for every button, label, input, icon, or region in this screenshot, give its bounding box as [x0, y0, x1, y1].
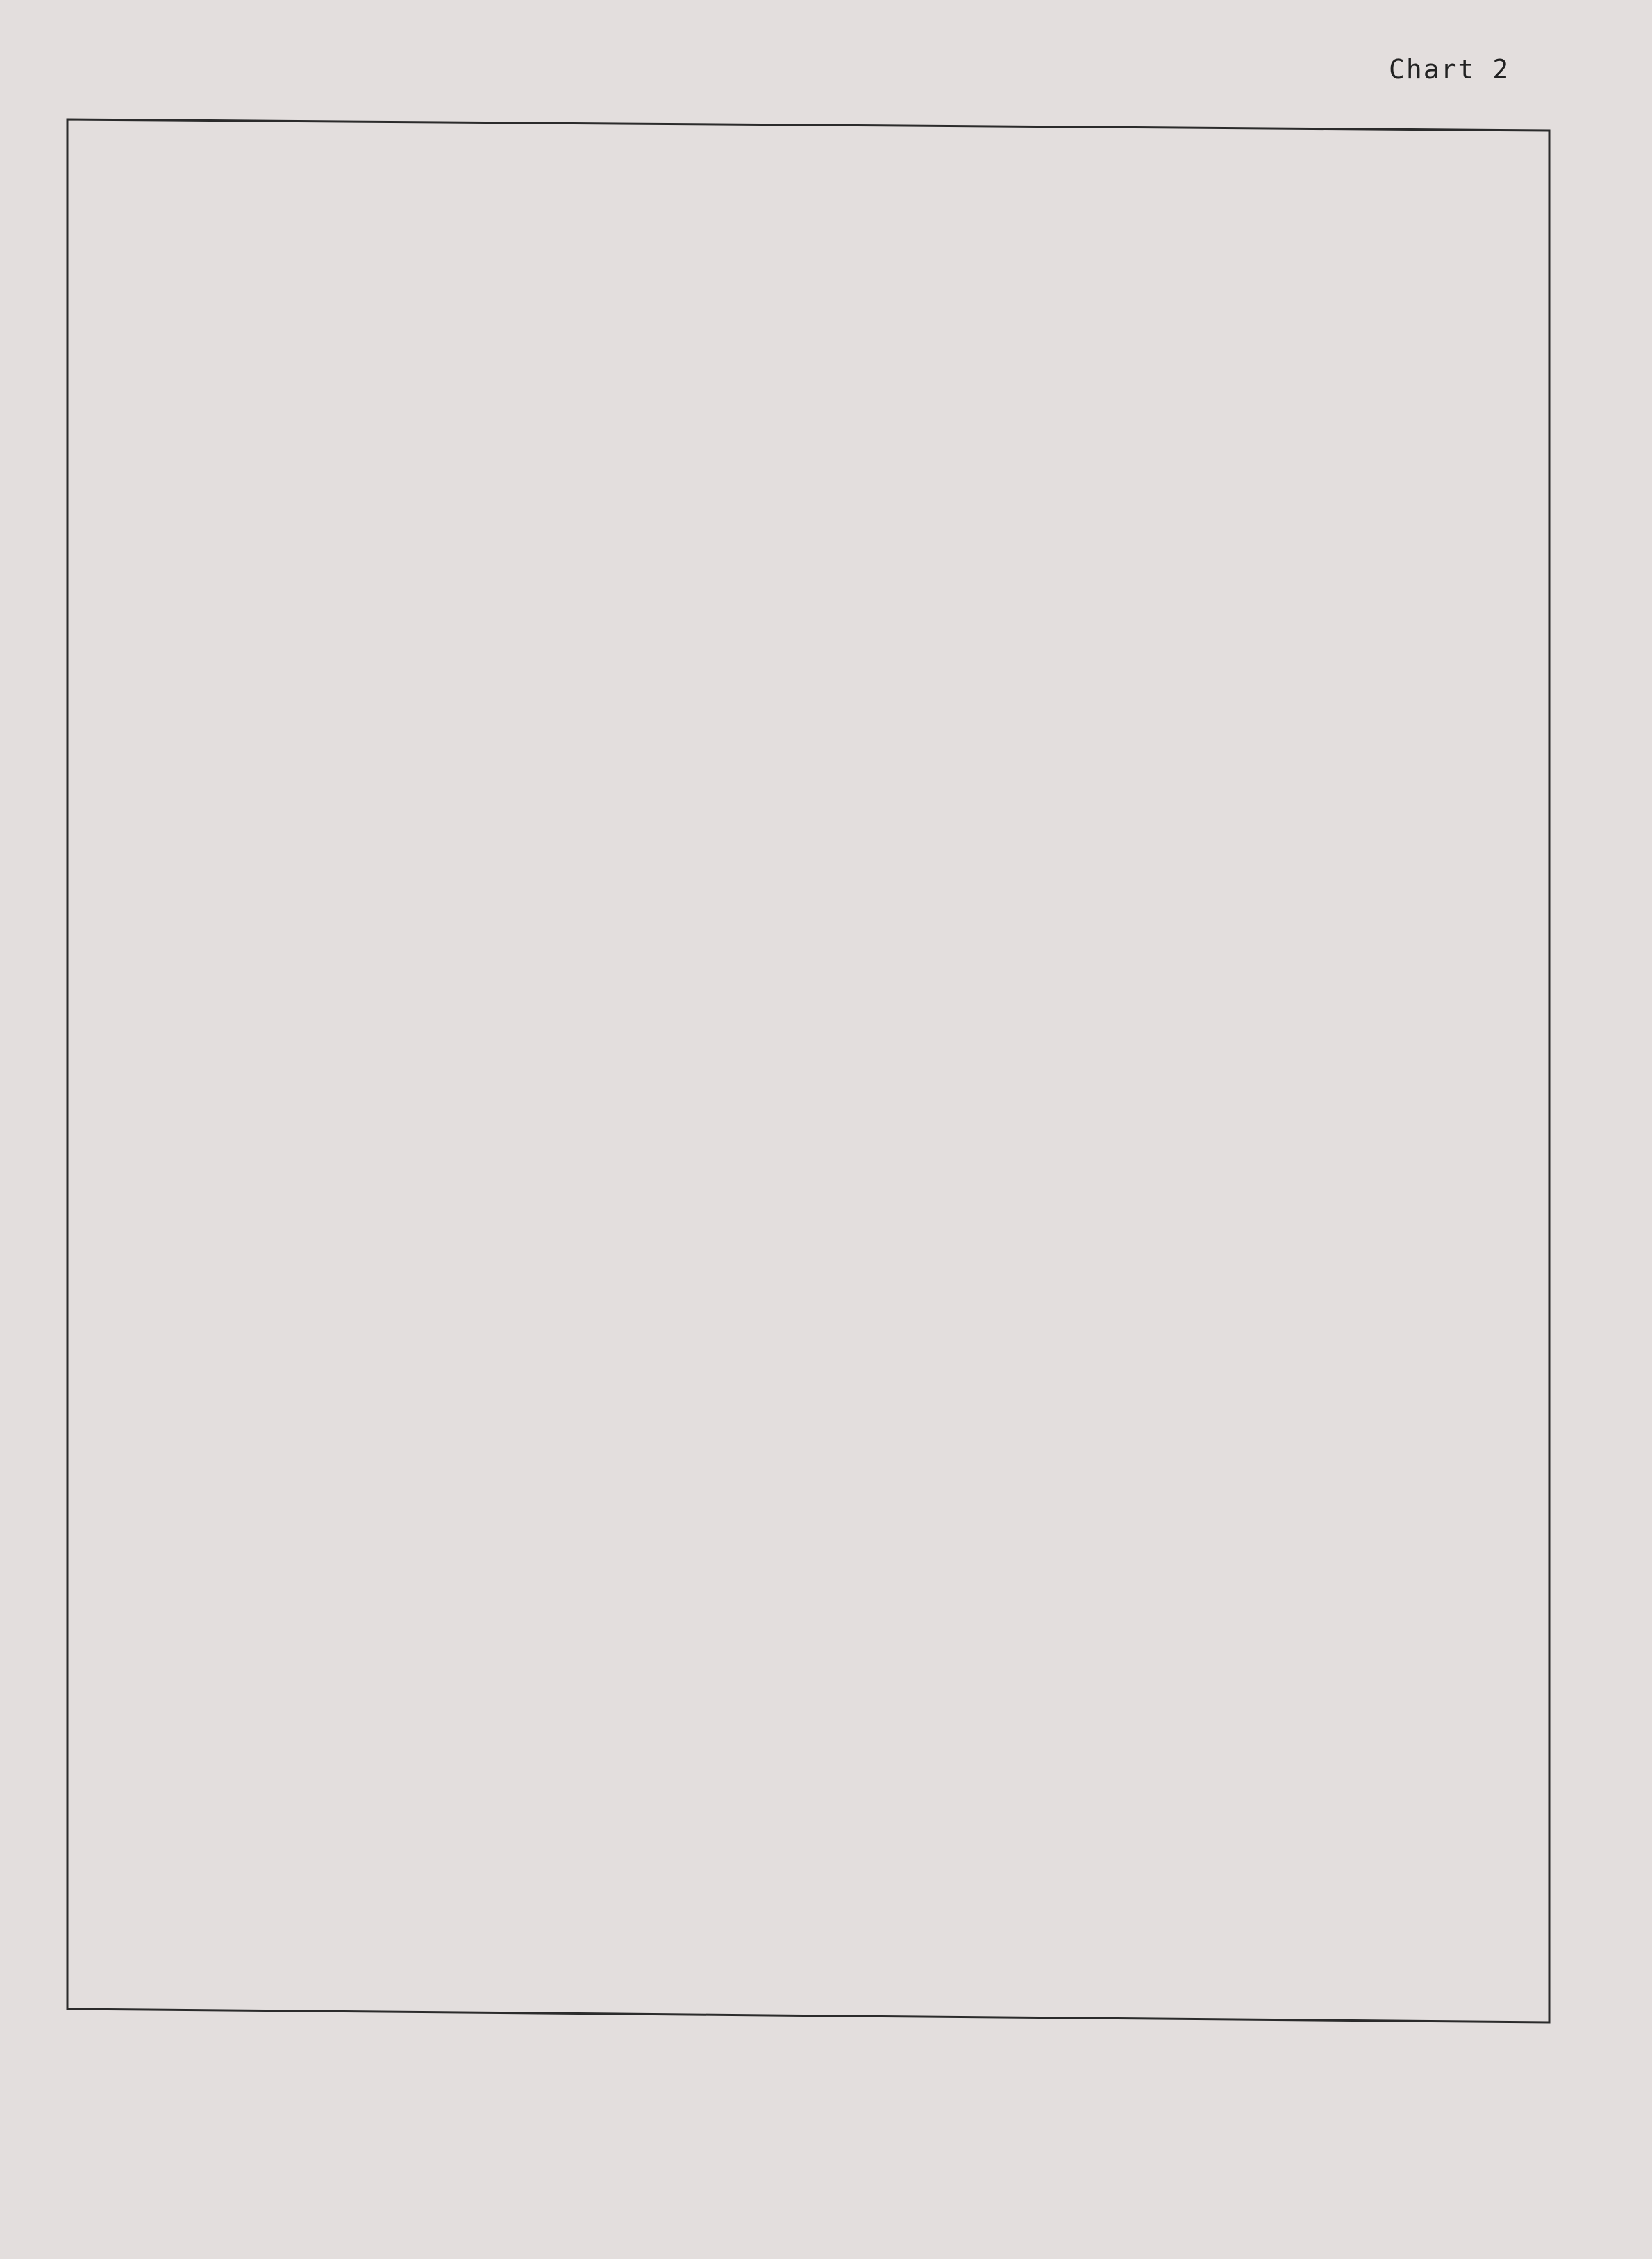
outer-frame — [66, 118, 1551, 2024]
page-label: Chart 2 — [1389, 54, 1510, 85]
